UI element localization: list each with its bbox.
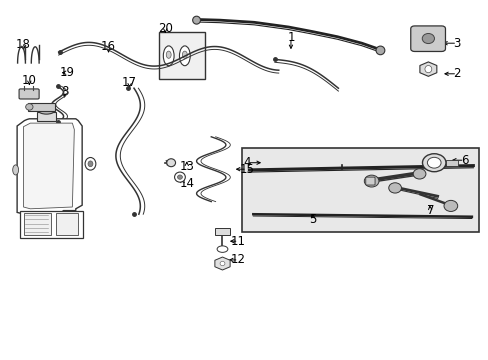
Text: 3: 3	[452, 37, 460, 50]
Ellipse shape	[25, 104, 33, 110]
Text: 20: 20	[158, 22, 172, 35]
Bar	[242, 148, 478, 232]
Text: 15: 15	[239, 163, 254, 176]
Ellipse shape	[182, 51, 187, 58]
Text: 4: 4	[243, 156, 250, 169]
Text: 19: 19	[60, 66, 75, 79]
Text: 9: 9	[86, 157, 94, 170]
Ellipse shape	[179, 46, 190, 66]
Ellipse shape	[166, 159, 175, 167]
Polygon shape	[23, 123, 74, 209]
Ellipse shape	[422, 33, 434, 44]
Ellipse shape	[412, 169, 425, 179]
Ellipse shape	[163, 46, 174, 66]
Text: 17: 17	[122, 76, 137, 89]
Bar	[28, 103, 55, 111]
Ellipse shape	[88, 161, 93, 167]
Text: 7: 7	[426, 204, 433, 217]
Ellipse shape	[220, 261, 224, 266]
Ellipse shape	[39, 108, 54, 114]
Ellipse shape	[85, 157, 96, 170]
Ellipse shape	[364, 175, 378, 187]
Bar	[56, 213, 78, 235]
Ellipse shape	[166, 51, 171, 58]
FancyBboxPatch shape	[365, 177, 374, 185]
Text: 12: 12	[231, 253, 245, 266]
FancyBboxPatch shape	[19, 89, 39, 99]
Text: 14: 14	[179, 177, 194, 190]
Ellipse shape	[422, 154, 445, 172]
Ellipse shape	[427, 157, 440, 168]
Ellipse shape	[177, 175, 182, 179]
Text: 16: 16	[101, 40, 116, 53]
Text: 2: 2	[452, 67, 460, 80]
Text: 10: 10	[22, 75, 37, 87]
Ellipse shape	[388, 183, 401, 193]
Bar	[445, 160, 457, 166]
Ellipse shape	[174, 172, 185, 182]
Bar	[159, 32, 205, 79]
Ellipse shape	[375, 46, 384, 55]
Text: 6: 6	[460, 154, 468, 167]
Ellipse shape	[424, 66, 431, 73]
Text: 5: 5	[308, 213, 316, 226]
Text: 13: 13	[179, 160, 194, 173]
Bar	[24, 213, 51, 235]
Bar	[215, 228, 229, 235]
Bar	[37, 112, 56, 121]
Text: 8: 8	[61, 85, 68, 98]
Text: 18: 18	[16, 39, 31, 51]
Ellipse shape	[443, 201, 457, 211]
Text: 11: 11	[231, 235, 245, 248]
Ellipse shape	[13, 165, 19, 175]
Polygon shape	[17, 119, 82, 214]
Ellipse shape	[217, 246, 227, 252]
Ellipse shape	[192, 16, 200, 24]
Text: 1: 1	[286, 31, 294, 44]
FancyBboxPatch shape	[410, 26, 445, 51]
Bar	[20, 211, 83, 238]
